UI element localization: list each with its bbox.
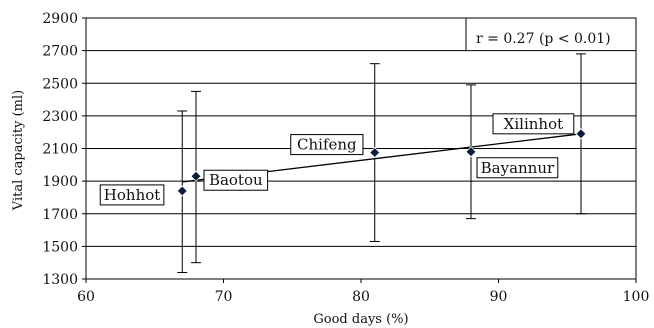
x-tick-label: 80 [352, 289, 370, 305]
city-label-box [492, 113, 575, 135]
correlation-annotation: r = 0.27 (p < 0.01) [465, 18, 611, 51]
city-label-box [290, 134, 364, 156]
city-label-box [99, 184, 165, 206]
x-tick-label: 90 [490, 289, 508, 305]
x-axis-title: Good days (%) [313, 312, 408, 327]
correlation-text: r = 0.27 (p < 0.01) [476, 31, 611, 47]
city-label-chifeng: Chifeng [290, 134, 364, 156]
data-markers [176, 128, 587, 197]
city-labels: Hohhot Baotou Chifeng Bayannur Xilinhot [99, 113, 575, 206]
data-point-marker [369, 147, 381, 159]
city-label-baotou: Baotou [203, 169, 269, 191]
city-label-xilinhot: Xilinhot [492, 113, 575, 135]
y-tick-label: 1900 [42, 174, 78, 190]
y-tick-label: 2300 [42, 109, 78, 125]
y-tick-label: 1300 [42, 272, 78, 288]
x-tick-label: 70 [215, 289, 233, 305]
y-tick-label: 2700 [42, 44, 78, 60]
plot-area-frame [85, 17, 637, 280]
x-tick-labels: 60 70 80 90 100 [77, 279, 649, 305]
city-label-text: Xilinhot [504, 115, 563, 133]
y-tick-label: 2500 [42, 76, 78, 92]
x-tick-label: 100 [623, 289, 650, 305]
data-point-marker [465, 146, 477, 158]
y-tick-label: 2100 [42, 142, 78, 158]
y-tick-label: 2900 [42, 11, 78, 27]
city-label-text: Chifeng [297, 136, 357, 154]
city-label-box [203, 169, 269, 191]
y-tick-label: 1500 [42, 239, 78, 255]
data-point-marker [575, 128, 587, 140]
city-label-box [476, 157, 559, 179]
gridlines [86, 50, 636, 247]
data-point-marker [190, 170, 202, 182]
data-point-marker [176, 185, 188, 197]
city-label-bayannur: Bayannur [476, 157, 559, 179]
y-axis-title: Vital capacity (ml) [11, 90, 26, 211]
x-tick-label: 60 [77, 289, 95, 305]
city-label-text: Baotou [209, 171, 263, 189]
city-label-text: Bayannur [481, 159, 555, 177]
y-tick-labels: 1300 1500 1700 1900 2100 2300 2500 2700 2900 [42, 11, 86, 288]
city-label-text: Hohhot [104, 186, 161, 204]
city-label-hohhot: Hohhot [99, 184, 165, 206]
y-tick-label: 1700 [42, 207, 78, 223]
